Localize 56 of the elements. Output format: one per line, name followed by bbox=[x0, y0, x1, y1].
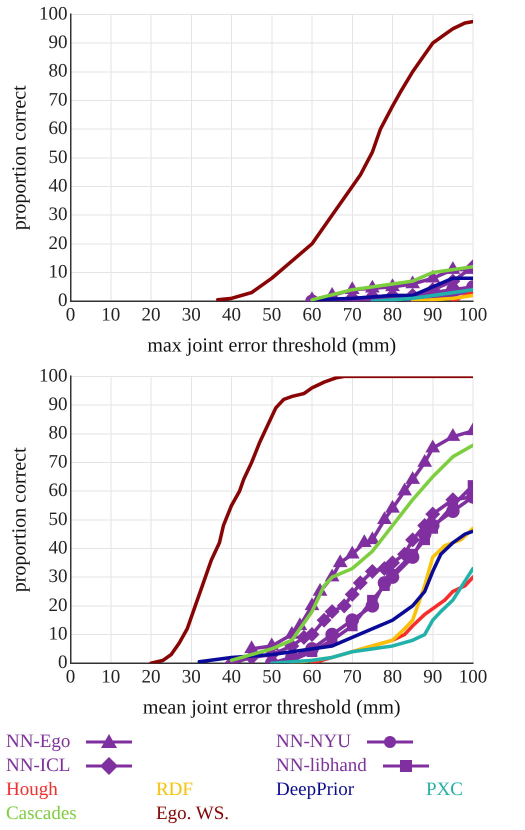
y-tick-label: 30 bbox=[48, 566, 68, 588]
y-tick-label: 70 bbox=[48, 451, 68, 472]
legend-label: NN-libhand bbox=[276, 754, 367, 778]
x-tick-label: 10 bbox=[101, 304, 120, 326]
legend-label: NN-ICL bbox=[6, 754, 70, 778]
x-axis-title: mean joint error threshold (mm) bbox=[142, 696, 401, 718]
x-tick-label: 100 bbox=[458, 666, 488, 688]
x-axis-title: max joint error threshold (mm) bbox=[147, 334, 396, 356]
y-axis-title: proportion correct bbox=[8, 446, 30, 592]
y-tick-label: 100 bbox=[39, 365, 68, 386]
y-tick-label: 100 bbox=[39, 3, 68, 24]
y-tick-label: 30 bbox=[48, 204, 68, 226]
y-axis-title: proportion correct bbox=[8, 84, 30, 230]
text: Hough bbox=[6, 778, 58, 802]
y-tick-label: 80 bbox=[48, 422, 68, 444]
y-tick-label: 20 bbox=[48, 232, 68, 254]
y-tick-label: 10 bbox=[48, 262, 68, 283]
x-tick-label: 70 bbox=[342, 666, 362, 688]
y-tick-label: 70 bbox=[48, 89, 68, 110]
x-tick-label: 50 bbox=[262, 666, 282, 688]
text: Cascades bbox=[6, 802, 77, 826]
x-tick-label: 20 bbox=[142, 666, 160, 688]
y-tick-label: 90 bbox=[48, 32, 68, 54]
y-tick-label: 80 bbox=[48, 60, 68, 82]
y-tick-label: 10 bbox=[48, 624, 68, 645]
y-tick-label: 90 bbox=[48, 394, 68, 416]
x-tick-label: 100 bbox=[458, 304, 488, 326]
y-tick-label: 60 bbox=[48, 118, 68, 140]
x-tick-label: 90 bbox=[423, 304, 442, 326]
x-tick-label: 30 bbox=[182, 666, 201, 688]
x-tick-label: 90 bbox=[423, 666, 442, 688]
x-tick-label: 40 bbox=[222, 666, 241, 688]
x-tick-label: 60 bbox=[302, 304, 322, 326]
x-tick-label: 20 bbox=[142, 304, 160, 326]
text: RDF bbox=[156, 778, 193, 802]
y-tick-label: 50 bbox=[48, 146, 68, 168]
x-tick-label: 30 bbox=[182, 304, 201, 326]
y-tick-label: 0 bbox=[58, 652, 68, 674]
y-tick-label: 0 bbox=[58, 290, 68, 312]
legend-label: NN-NYU bbox=[276, 730, 351, 754]
y-tick-label: 40 bbox=[48, 537, 68, 558]
x-tick-label: 80 bbox=[383, 666, 402, 688]
text: PXC bbox=[426, 778, 463, 802]
y-tick-label: 40 bbox=[48, 175, 68, 196]
y-tick-label: 60 bbox=[48, 480, 68, 502]
x-tick-label: 40 bbox=[222, 304, 241, 326]
text: DeepPrior bbox=[276, 778, 354, 802]
y-tick-label: 20 bbox=[48, 594, 68, 616]
text: Ego. WS. bbox=[156, 802, 230, 826]
x-tick-label: 60 bbox=[302, 666, 322, 688]
x-tick-label: 10 bbox=[101, 666, 120, 688]
x-tick-label: 50 bbox=[262, 304, 282, 326]
x-tick-label: 80 bbox=[383, 304, 402, 326]
y-tick-label: 50 bbox=[48, 508, 68, 530]
x-tick-label: 70 bbox=[342, 304, 362, 326]
legend-label: NN-Ego bbox=[6, 730, 70, 754]
